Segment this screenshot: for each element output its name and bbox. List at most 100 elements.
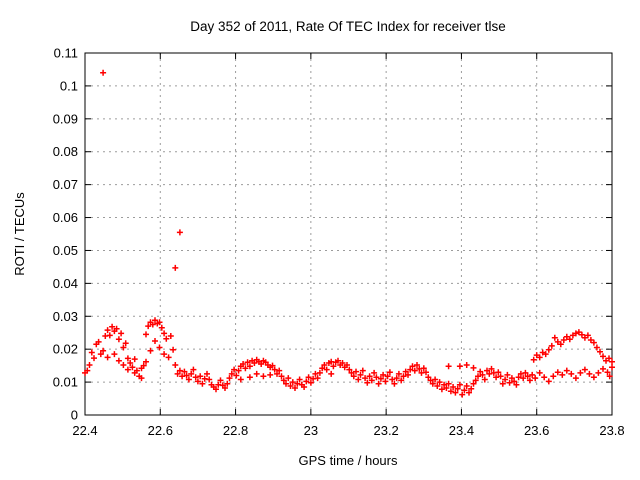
data-point bbox=[88, 349, 95, 356]
data-point bbox=[511, 378, 518, 385]
data-point bbox=[176, 367, 183, 374]
data-point bbox=[597, 348, 603, 355]
data-point bbox=[581, 366, 588, 373]
data-point bbox=[296, 376, 303, 383]
data-point bbox=[115, 336, 122, 343]
data-point bbox=[355, 376, 362, 383]
data-point bbox=[271, 366, 278, 373]
data-point bbox=[204, 370, 210, 377]
data-point bbox=[145, 323, 152, 330]
data-point bbox=[246, 363, 253, 370]
data-point bbox=[595, 369, 602, 376]
data-point bbox=[165, 354, 172, 361]
data-point bbox=[276, 367, 283, 374]
data-point bbox=[536, 369, 543, 376]
data-point bbox=[267, 371, 274, 378]
data-point bbox=[470, 380, 477, 387]
data-point bbox=[199, 380, 206, 387]
data-point bbox=[445, 363, 452, 370]
data-point bbox=[278, 373, 285, 380]
data-point bbox=[158, 324, 165, 331]
y-tick-label: 0.04 bbox=[53, 276, 78, 291]
label-layer: Day 352 of 2011, Rate Of TEC Index for r… bbox=[12, 19, 506, 468]
data-point bbox=[316, 369, 323, 376]
data-point bbox=[532, 375, 539, 382]
data-point bbox=[346, 366, 353, 373]
data-point bbox=[235, 367, 242, 374]
data-point bbox=[312, 370, 319, 377]
data-point bbox=[305, 374, 312, 381]
data-point bbox=[466, 389, 472, 396]
y-tick-label: 0.08 bbox=[53, 144, 78, 159]
data-point bbox=[541, 374, 548, 381]
data-point bbox=[228, 370, 235, 377]
data-point bbox=[143, 358, 149, 365]
data-point bbox=[386, 369, 393, 376]
data-point bbox=[181, 368, 188, 375]
data-point bbox=[174, 370, 181, 377]
data-point bbox=[147, 347, 154, 354]
data-point bbox=[382, 378, 389, 385]
data-point bbox=[414, 362, 420, 368]
data-point bbox=[550, 373, 557, 380]
data-point bbox=[111, 351, 118, 358]
data-point bbox=[149, 321, 156, 328]
data-point-layer bbox=[82, 69, 615, 398]
y-tick-label: 0.07 bbox=[53, 177, 78, 192]
data-point bbox=[391, 380, 398, 387]
data-point bbox=[436, 379, 443, 386]
data-point bbox=[495, 369, 502, 376]
data-point bbox=[508, 375, 515, 382]
data-point bbox=[400, 373, 407, 380]
data-point bbox=[213, 386, 219, 393]
data-point bbox=[242, 365, 249, 372]
data-point bbox=[122, 340, 129, 347]
data-point bbox=[176, 229, 183, 236]
data-point bbox=[542, 351, 549, 358]
data-point bbox=[423, 369, 429, 376]
data-point bbox=[104, 354, 111, 361]
data-point bbox=[366, 373, 373, 380]
data-point bbox=[450, 384, 457, 390]
data-point bbox=[479, 371, 486, 378]
data-point bbox=[513, 381, 520, 388]
data-point bbox=[240, 361, 247, 367]
data-point bbox=[443, 385, 450, 391]
x-tick-label: 23 bbox=[304, 423, 318, 438]
data-point bbox=[301, 384, 308, 390]
data-point bbox=[606, 373, 613, 380]
x-tick-label: 22.8 bbox=[223, 423, 248, 438]
data-point bbox=[554, 369, 561, 376]
data-point bbox=[405, 371, 411, 378]
data-point bbox=[319, 365, 326, 372]
data-point bbox=[283, 380, 289, 387]
data-point bbox=[131, 356, 138, 363]
data-point bbox=[470, 364, 477, 371]
data-point bbox=[140, 362, 147, 369]
y-tick-label: 0.1 bbox=[60, 78, 78, 93]
data-point bbox=[222, 385, 228, 391]
data-point bbox=[409, 363, 416, 370]
data-point bbox=[287, 383, 294, 389]
x-tick-label: 23.2 bbox=[373, 423, 398, 438]
data-point bbox=[536, 354, 543, 361]
x-axis-label: GPS time / hours bbox=[299, 453, 398, 468]
data-point bbox=[545, 346, 552, 353]
data-point bbox=[339, 360, 346, 366]
data-point bbox=[520, 375, 527, 382]
x-tick-label: 22.6 bbox=[148, 423, 173, 438]
data-point bbox=[522, 369, 529, 376]
data-point bbox=[393, 375, 400, 382]
data-point bbox=[560, 337, 567, 343]
data-point bbox=[246, 374, 253, 381]
data-point bbox=[330, 363, 337, 370]
data-point bbox=[526, 377, 533, 384]
data-point bbox=[586, 370, 593, 377]
y-tick-label: 0 bbox=[71, 408, 78, 423]
data-point bbox=[407, 366, 414, 373]
data-point bbox=[517, 370, 524, 377]
data-point bbox=[548, 342, 555, 349]
data-point bbox=[84, 367, 91, 374]
x-tick-label: 23.4 bbox=[449, 423, 474, 438]
